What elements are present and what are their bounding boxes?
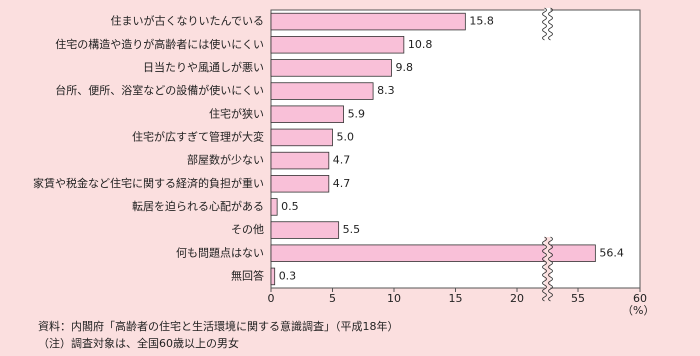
bar: [270, 151, 330, 170]
note: （注）調査対象は、全国60歳以上の男女: [38, 336, 239, 350]
x-tick-label: 60: [633, 292, 647, 305]
bar: [270, 12, 466, 31]
category-label: その他: [231, 223, 264, 236]
value-label: 15.8: [469, 15, 494, 28]
break-gap: [544, 237, 551, 294]
category-label: 住宅が広すぎて管理が大変: [132, 129, 264, 143]
bar: [270, 244, 596, 262]
category-label: 無回答: [231, 268, 264, 282]
bar: [270, 175, 330, 193]
x-tick-label: 20: [510, 292, 524, 305]
x-tick-label: 5: [329, 292, 336, 305]
category-label: 何も問題点はない: [176, 246, 264, 259]
value-label: 0.5: [281, 200, 299, 213]
x-tick-label: 15: [449, 292, 463, 305]
axis-break: [542, 236, 547, 302]
x-tick-label: 10: [387, 292, 401, 305]
value-label: 10.8: [408, 38, 433, 51]
bar: [270, 59, 392, 77]
category-label: 住宅が狭い: [209, 106, 264, 120]
value-label: 0.3: [279, 269, 297, 282]
bar: [270, 105, 344, 123]
value-label: 5.5: [343, 223, 361, 236]
value-label: 56.4: [599, 246, 624, 259]
x-unit: （%）: [622, 304, 654, 317]
value-label: 5.9: [348, 107, 366, 120]
bar: [270, 198, 278, 216]
category-label: 日当たりや風通しが悪い: [143, 60, 264, 74]
category-label: 住まいが古くなりいたんでいる: [111, 14, 264, 28]
category-label: 部屋数が少ない: [187, 153, 264, 167]
category-label: 家賃や税金など住宅に関する経済的負担が重い: [33, 176, 264, 190]
axis-break: [548, 7, 553, 41]
category-label: 台所、便所、浴室などの設備が使いにくい: [55, 83, 264, 97]
x-tick-label: 0: [268, 292, 275, 305]
category-label: 住宅の構造や造りが高齢者には使いにくい: [55, 37, 264, 51]
bar: [270, 221, 340, 239]
x-tick-label: 55: [571, 292, 585, 305]
bar: [270, 82, 374, 100]
category-label: 転居を迫られる心配がある: [132, 199, 264, 213]
plot-area: [270, 9, 641, 289]
bar: [270, 128, 333, 147]
value-label: 4.7: [333, 154, 351, 167]
value-label: 8.3: [377, 84, 395, 97]
axis-break: [542, 7, 547, 41]
bar: [270, 36, 405, 54]
value-label: 9.8: [396, 61, 414, 74]
axis-break: [548, 236, 553, 302]
source: 資料：内閣府「高齢者の住宅と生活環境に関する意識調査」（平成18年）: [38, 319, 399, 333]
value-label: 5.0: [337, 130, 355, 143]
break-gap: [544, 8, 551, 38]
value-label: 4.7: [333, 177, 351, 190]
bar: [270, 267, 276, 286]
